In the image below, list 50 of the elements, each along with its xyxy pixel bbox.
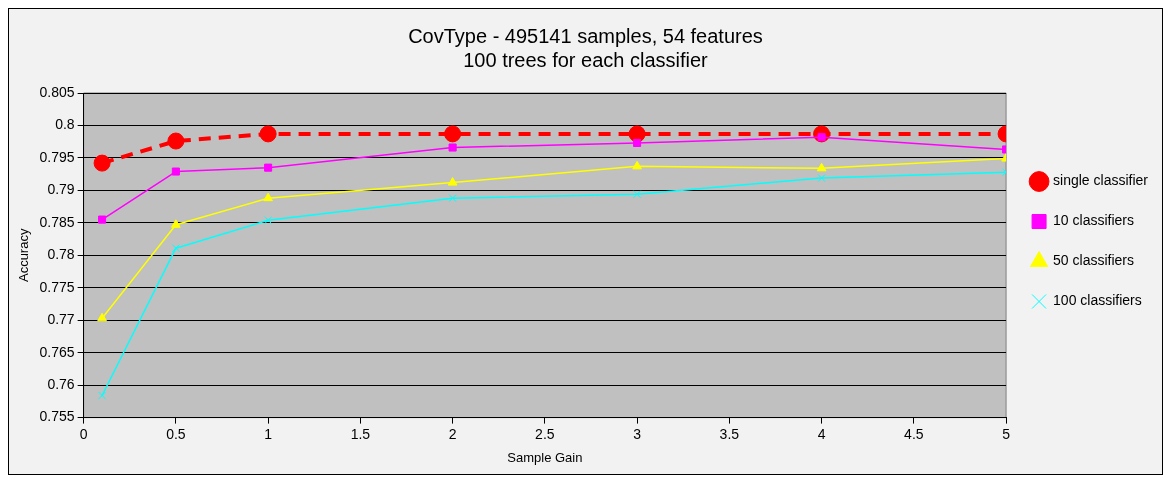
point (633, 190, 642, 199)
x-tick-label: 1 (264, 425, 273, 442)
point (98, 215, 107, 224)
y-tick-label: 0.79 (47, 181, 75, 198)
y-tick-label: 0.795 (39, 148, 75, 165)
legend-label: 10 classifiers (1053, 212, 1134, 229)
x-tick-label: 1.5 (350, 425, 371, 442)
point (263, 192, 273, 202)
y-tick-label: 0.76 (47, 376, 75, 392)
y-tick-label: 0.78 (47, 246, 75, 263)
y-tick-label: 0.785 (39, 213, 75, 230)
point (264, 163, 273, 172)
point (264, 216, 273, 225)
x-tick-label: 3.5 (719, 425, 740, 442)
x-tick-label: 2 (448, 425, 457, 442)
point (171, 219, 181, 228)
x-tick-label: 2.5 (535, 425, 555, 442)
x-axis-title: Sample Gain (507, 449, 583, 465)
legend-label: 50 classifiers (1053, 252, 1134, 269)
point (259, 125, 277, 143)
y-tick-label: 0.77 (47, 311, 75, 328)
point (633, 138, 642, 148)
point (167, 132, 185, 150)
y-axis-title: Accuracy (16, 228, 32, 283)
point (448, 194, 457, 203)
y-tick-label: 0.8 (55, 116, 75, 133)
point (171, 167, 180, 176)
y-tick-label: 0.755 (39, 408, 75, 425)
point (171, 244, 180, 253)
point (816, 162, 827, 172)
point (448, 143, 457, 152)
x-tick-label: 0.5 (166, 425, 186, 442)
point (447, 177, 458, 186)
point (444, 125, 462, 143)
x-tick-label: 4 (817, 425, 826, 442)
point (632, 160, 642, 170)
y-tick-label: 0.805 (39, 83, 75, 100)
point (97, 312, 107, 322)
y-tick-label: 0.765 (39, 343, 75, 360)
x-tick-label: 3 (633, 425, 642, 442)
y-tick-label: 0.775 (39, 278, 75, 295)
legend-label: single classifier (1053, 172, 1149, 189)
point (817, 174, 826, 183)
point (98, 391, 107, 400)
x-tick-label: 0 (79, 425, 88, 442)
chart-title: CovType - 495141 samples, 54 features 100 trees for each classifier (408, 24, 763, 71)
point (93, 154, 111, 172)
x-tick-label: 4.5 (904, 425, 924, 442)
legend-label: 100 classifiers (1053, 292, 1142, 309)
x-tick-label: 5 (1002, 425, 1011, 442)
